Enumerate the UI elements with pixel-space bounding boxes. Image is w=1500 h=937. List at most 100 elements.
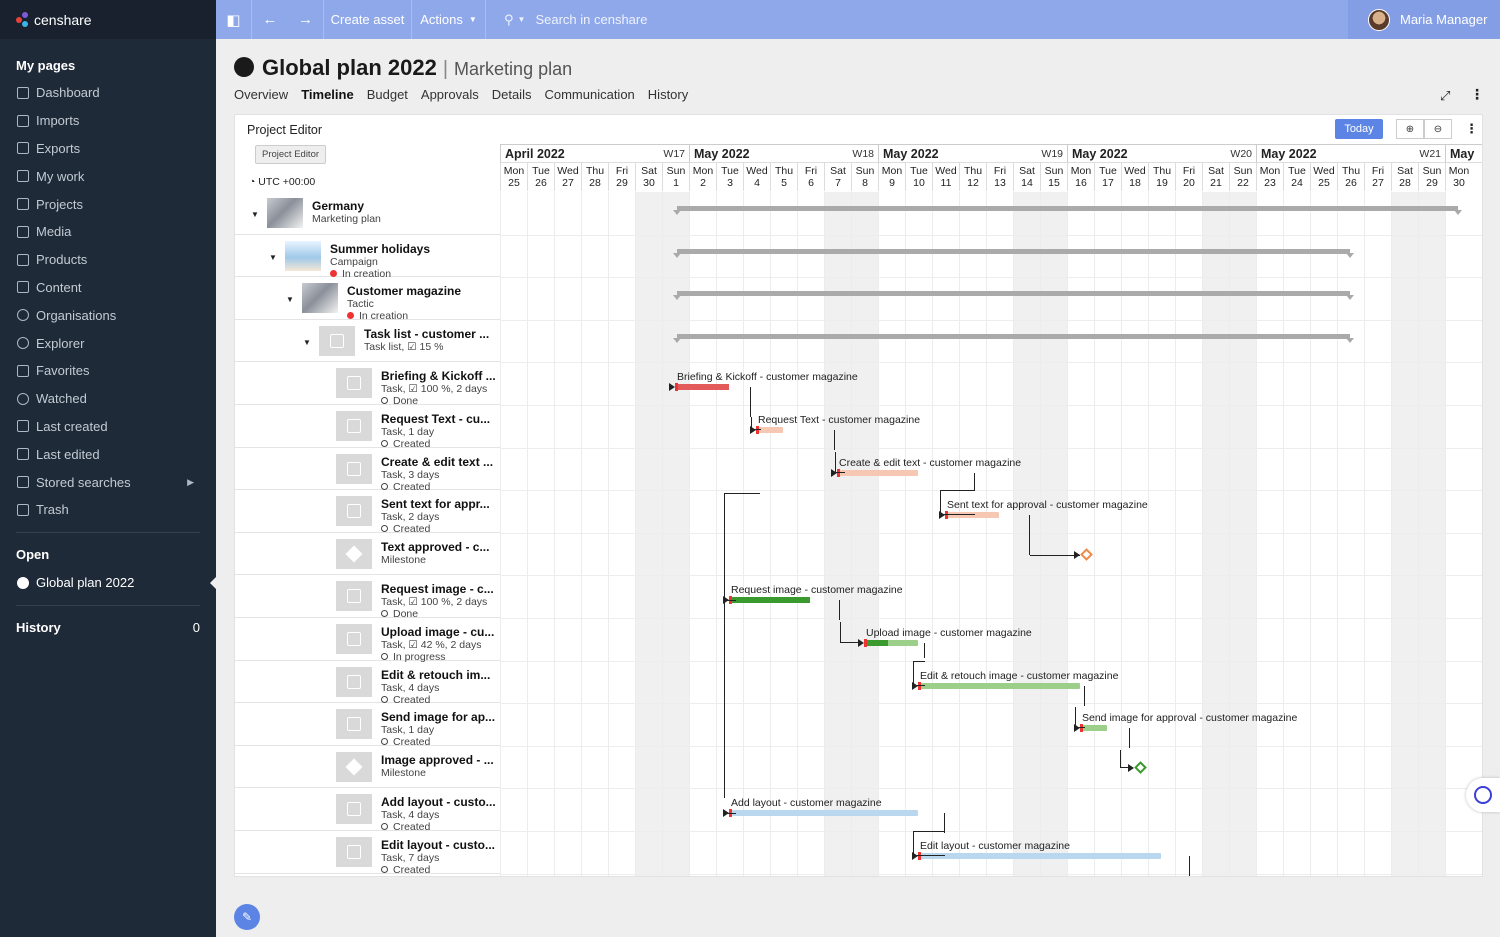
- sidebar-item-last-created[interactable]: Last created: [0, 413, 216, 441]
- task-row[interactable]: Request image - c... Task, ☑ 100 %, 2 day…: [235, 575, 500, 620]
- weekday-label: Tue: [1288, 165, 1306, 177]
- task-row[interactable]: Text approved - c... Milestone: [235, 533, 500, 576]
- panel-more-icon[interactable]: ⋮: [1465, 121, 1478, 136]
- tree-row[interactable]: ▼ Task list - customer ... Task list, ☑ 15…: [235, 320, 500, 363]
- task-row[interactable]: Sent text for appr... Task, 2 days Created: [235, 490, 500, 535]
- heart-icon: [17, 364, 29, 377]
- tree-row[interactable]: ▼ Customer magazine Tactic In creation: [235, 277, 500, 322]
- task-bar[interactable]: [675, 383, 729, 392]
- weekday-label: Sat: [830, 165, 846, 177]
- task-bar[interactable]: [945, 511, 999, 520]
- task-row[interactable]: Edit layout - custo... Task, 7 days Create…: [235, 831, 500, 876]
- task-bar[interactable]: [1080, 724, 1107, 733]
- task-row[interactable]: Image approved - ... Milestone: [235, 746, 500, 789]
- weekday-label: Fri: [1371, 165, 1385, 177]
- sidebar-item-stored-searches[interactable]: Stored searches ▶: [0, 468, 216, 496]
- create-asset-button[interactable]: Create asset: [324, 0, 412, 39]
- dependency-arrow: [750, 426, 756, 434]
- search-input[interactable]: ⚲ ▼ Search in censhare: [486, 0, 1348, 39]
- task-bar[interactable]: [729, 809, 918, 818]
- sidebar-item-imports[interactable]: Imports: [0, 107, 216, 135]
- status-label: Created: [393, 480, 431, 493]
- sidebar-open-global-plan[interactable]: Global plan 2022: [0, 569, 216, 597]
- weekday-label: Tue: [721, 165, 739, 177]
- pie-chart-icon: [17, 576, 29, 589]
- sidebar-item-explorer[interactable]: Explorer: [0, 329, 216, 357]
- sidebar-item-label: Content: [36, 279, 82, 295]
- expand-toggle-icon[interactable]: ▼: [303, 337, 311, 347]
- expand-icon[interactable]: ⤢: [1440, 88, 1451, 103]
- pin-button[interactable]: ✎: [234, 904, 260, 930]
- row-meta: Task, 4 days: [381, 681, 440, 694]
- task-row[interactable]: Request Text - cu... Task, 1 day Created: [235, 405, 500, 450]
- history-title[interactable]: History 0: [0, 614, 216, 642]
- summary-bar[interactable]: [673, 333, 1354, 343]
- toggle-sidebar-button[interactable]: ◧: [216, 0, 252, 39]
- tab-overview[interactable]: Overview: [234, 87, 289, 102]
- row-meta: Task, 3 days: [381, 468, 440, 481]
- censhare-logo[interactable]: censhare: [0, 0, 216, 39]
- actions-button[interactable]: Actions ▼: [412, 0, 486, 39]
- timezone-label[interactable]: ◔ UTC +00:00: [249, 176, 315, 188]
- sidebar-item-media[interactable]: Media: [0, 218, 216, 246]
- sidebar-item-trash[interactable]: Trash: [0, 496, 216, 524]
- user-menu[interactable]: Maria Manager: [1348, 0, 1500, 39]
- expand-toggle-icon[interactable]: ▼: [269, 252, 277, 262]
- summary-bar[interactable]: [673, 206, 1462, 215]
- sidebar-item-projects[interactable]: Projects: [0, 190, 216, 218]
- chevron-down-icon: ▼: [468, 15, 477, 24]
- summary-bar[interactable]: [673, 248, 1354, 258]
- forward-button[interactable]: →: [288, 0, 324, 39]
- task-bar[interactable]: [837, 468, 918, 477]
- my-pages-title: My pages: [16, 57, 76, 73]
- tree-row[interactable]: ▼ Summer holidays Campaign In creation: [235, 235, 500, 280]
- dependency-line: [1005, 515, 1030, 556]
- tab-approvals[interactable]: Approvals: [420, 87, 479, 102]
- zoom-out-button[interactable]: ⊖: [1424, 119, 1452, 139]
- task-bar[interactable]: [918, 681, 1080, 690]
- task-row[interactable]: Briefing & Kickoff ... Task, ☑ 100 %, 2 d…: [235, 362, 500, 407]
- task-row[interactable]: Upload image - cu... Task, ☑ 42 %, 2 days…: [235, 618, 500, 663]
- status-dot-icon: [381, 525, 388, 533]
- tab-budget[interactable]: Budget: [366, 87, 408, 102]
- back-button[interactable]: ←: [252, 0, 288, 39]
- sidebar-item-my-work[interactable]: My work: [0, 162, 216, 190]
- project-editor-chip[interactable]: Project Editor: [255, 145, 327, 164]
- sidebar-item-content[interactable]: Content: [0, 274, 216, 302]
- expand-toggle-icon[interactable]: ▼: [251, 210, 259, 219]
- tab-history[interactable]: History: [647, 87, 689, 102]
- dependency-arrow: [912, 681, 918, 690]
- sidebar-item-watched[interactable]: Watched: [0, 385, 216, 413]
- sidebar-item-organisations[interactable]: Organisations: [0, 301, 216, 329]
- tree-row[interactable]: ▼ Germany Marketing plan: [235, 192, 500, 235]
- expand-toggle-icon[interactable]: ▼: [286, 295, 294, 305]
- tab-timeline[interactable]: Timeline: [301, 87, 354, 102]
- chat-assistant-button[interactable]: [1466, 778, 1500, 812]
- tab-communication[interactable]: Communication: [544, 87, 635, 102]
- sidebar-item-exports[interactable]: Exports: [0, 135, 216, 163]
- day-header: Fri 29: [608, 163, 635, 191]
- task-bar[interactable]: [918, 852, 1161, 860]
- task-row[interactable]: Create & edit text ... Task, 3 days Create…: [235, 448, 500, 493]
- task-row[interactable]: Edit & retouch im... Task, 4 days Created: [235, 661, 500, 706]
- inbox-icon: [17, 170, 29, 183]
- row-status: Created: [381, 481, 430, 493]
- tab-details[interactable]: Details: [491, 87, 532, 102]
- day-header: Mon 2: [689, 163, 716, 191]
- today-button[interactable]: Today: [1335, 119, 1383, 139]
- task-row[interactable]: Add layout - custo... Task, 4 days Created: [235, 788, 500, 833]
- row-divider: [500, 660, 1482, 662]
- task-row[interactable]: Send image for ap... Task, 1 day Created: [235, 703, 500, 748]
- sidebar-item-dashboard[interactable]: Dashboard: [0, 79, 216, 107]
- dependency-arrow: [1128, 763, 1134, 772]
- sidebar-item-favorites[interactable]: Favorites: [0, 357, 216, 385]
- more-menu-icon[interactable]: ⋮: [1470, 86, 1484, 102]
- chevron-right-icon[interactable]: ▶: [187, 476, 194, 487]
- day-header: Tue 10: [905, 163, 932, 191]
- sidebar-item-last-edited[interactable]: Last edited: [0, 440, 216, 468]
- zoom-in-button[interactable]: ⊕: [1396, 119, 1424, 139]
- sidebar-item-products[interactable]: Products: [0, 246, 216, 274]
- task-bar[interactable]: [756, 426, 783, 434]
- task-bar[interactable]: [864, 639, 918, 647]
- summary-bar[interactable]: [673, 291, 1354, 301]
